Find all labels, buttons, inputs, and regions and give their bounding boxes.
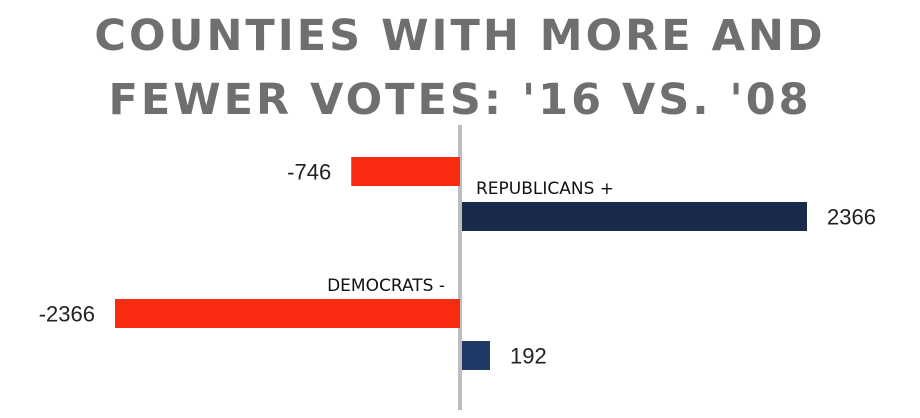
bar-value-label-0: -746 <box>287 160 331 185</box>
bar-2 <box>115 299 460 328</box>
bar-3 <box>462 341 490 370</box>
republicans-annotation: REPUBLICANS + <box>476 179 614 199</box>
bar-value-label-1: 2366 <box>827 205 876 230</box>
democrats-annotation: DEMOCRATS - <box>327 276 445 296</box>
bar-value-label-3: 192 <box>510 344 547 369</box>
bar-0 <box>351 157 460 186</box>
chart-title: COUNTIES WITH MORE AND FEWER VOTES: '16 … <box>94 11 826 125</box>
bar-1 <box>462 202 807 231</box>
bar-value-label-2: -2366 <box>39 302 95 327</box>
